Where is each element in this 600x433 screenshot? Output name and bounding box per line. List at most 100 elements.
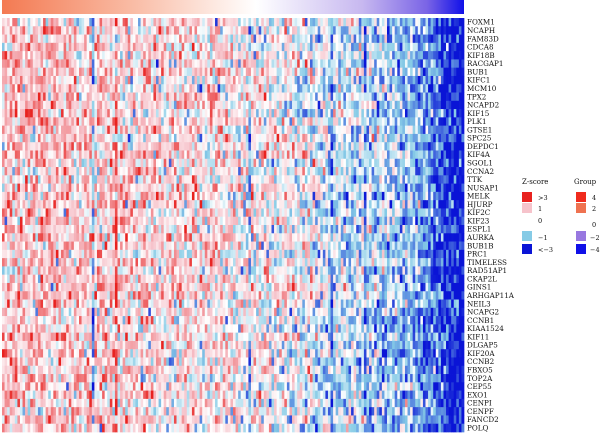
heatmap-cell bbox=[333, 42, 337, 52]
heatmap-cell bbox=[294, 75, 298, 85]
heatmap-cell bbox=[132, 142, 136, 151]
heatmap-cell bbox=[4, 208, 8, 218]
heatmap-cell bbox=[435, 142, 439, 151]
heatmap-cell bbox=[184, 142, 188, 151]
heatmap-cell bbox=[248, 241, 252, 251]
heatmap-cell bbox=[112, 175, 116, 184]
heatmap-cell bbox=[379, 208, 383, 218]
heatmap-cell bbox=[127, 175, 131, 184]
heatmap-cell bbox=[245, 109, 249, 118]
heatmap-cell bbox=[191, 26, 195, 35]
heatmap-cell bbox=[99, 34, 103, 44]
heatmap-cell bbox=[438, 117, 442, 126]
heatmap-cell bbox=[63, 125, 67, 135]
heatmap-cell bbox=[30, 34, 34, 44]
heatmap-cell bbox=[248, 216, 252, 226]
heatmap-cell bbox=[322, 100, 326, 110]
heatmap-cell bbox=[363, 59, 367, 69]
heatmap-cell bbox=[384, 200, 388, 209]
heatmap-cell bbox=[422, 75, 426, 85]
heatmap-cell bbox=[204, 175, 208, 184]
heatmap-cell bbox=[227, 142, 231, 151]
heatmap-cell bbox=[394, 167, 398, 176]
heatmap-cell bbox=[453, 133, 457, 143]
heatmap-cell bbox=[53, 200, 57, 209]
heatmap-cell bbox=[73, 34, 77, 44]
heatmap-cell bbox=[363, 225, 367, 234]
heatmap-cell bbox=[222, 51, 226, 60]
heatmap-cell bbox=[379, 167, 383, 176]
heatmap-cell bbox=[286, 84, 290, 93]
heatmap-cell bbox=[73, 183, 77, 193]
heatmap-cell bbox=[327, 150, 331, 160]
heatmap-cell bbox=[333, 233, 337, 242]
heatmap-cell bbox=[181, 208, 185, 218]
heatmap-cell bbox=[243, 233, 247, 242]
heatmap-cell bbox=[81, 109, 85, 118]
heatmap-cell bbox=[458, 117, 462, 126]
heatmap-cell bbox=[327, 183, 331, 193]
heatmap-cell bbox=[389, 67, 393, 77]
heatmap-cell bbox=[430, 84, 434, 93]
heatmap-cell bbox=[12, 225, 16, 234]
heatmap-cell bbox=[35, 18, 39, 27]
heatmap-cell bbox=[99, 200, 103, 209]
heatmap-cell bbox=[132, 167, 136, 176]
heatmap-cell bbox=[12, 191, 16, 201]
heatmap-cell bbox=[55, 100, 59, 110]
heatmap-cell bbox=[343, 84, 347, 93]
heatmap-cell bbox=[184, 158, 188, 168]
heatmap-cell bbox=[356, 216, 360, 226]
heatmap-cell bbox=[422, 18, 426, 27]
heatmap-cell bbox=[212, 26, 216, 35]
heatmap-cell bbox=[240, 117, 244, 126]
heatmap-cell bbox=[153, 75, 157, 85]
heatmap-cell bbox=[22, 125, 26, 135]
heatmap-cell bbox=[153, 142, 157, 151]
heatmap-cell bbox=[235, 233, 239, 242]
heatmap-cell bbox=[202, 142, 206, 151]
heatmap-cell bbox=[263, 191, 267, 201]
heatmap-cell bbox=[184, 34, 188, 44]
heatmap-cell bbox=[68, 100, 72, 110]
heatmap-cell bbox=[320, 100, 324, 110]
heatmap-cell bbox=[209, 84, 213, 93]
heatmap-cell bbox=[71, 216, 75, 226]
heatmap-cell bbox=[120, 92, 123, 102]
heatmap-cell bbox=[130, 100, 134, 110]
heatmap-cell bbox=[294, 84, 298, 93]
heatmap-cell bbox=[176, 109, 180, 118]
heatmap-cell bbox=[94, 241, 98, 251]
heatmap-cell bbox=[107, 51, 111, 60]
heatmap-cell bbox=[387, 225, 390, 234]
heatmap-cell bbox=[30, 183, 34, 193]
heatmap-cell bbox=[140, 158, 144, 168]
heatmap-cell bbox=[307, 125, 311, 135]
heatmap-cell bbox=[330, 51, 334, 60]
heatmap-cell bbox=[168, 75, 172, 85]
heatmap-cell bbox=[25, 26, 29, 35]
heatmap-cell bbox=[276, 142, 280, 151]
heatmap-cell bbox=[435, 117, 439, 126]
heatmap-cell bbox=[443, 67, 447, 77]
heatmap-cell bbox=[215, 133, 218, 143]
heatmap-cell bbox=[150, 241, 154, 251]
heatmap-cell bbox=[207, 117, 211, 126]
heatmap-cell bbox=[315, 51, 319, 60]
heatmap-cell bbox=[7, 167, 11, 176]
heatmap-cell bbox=[150, 208, 154, 218]
heatmap-cell bbox=[410, 51, 414, 60]
heatmap-cell bbox=[122, 175, 126, 184]
heatmap-cell bbox=[161, 92, 165, 102]
heatmap-cell bbox=[263, 200, 267, 209]
heatmap-cell bbox=[2, 75, 5, 85]
heatmap-cell bbox=[392, 216, 396, 226]
heatmap-cell bbox=[2, 158, 5, 168]
heatmap-cell bbox=[94, 191, 98, 201]
heatmap-cell bbox=[315, 158, 319, 168]
heatmap-cell bbox=[348, 67, 352, 77]
heatmap-cell bbox=[79, 42, 82, 52]
heatmap-cell bbox=[145, 225, 149, 234]
heatmap-cell bbox=[453, 117, 457, 126]
heatmap-cell bbox=[453, 175, 457, 184]
